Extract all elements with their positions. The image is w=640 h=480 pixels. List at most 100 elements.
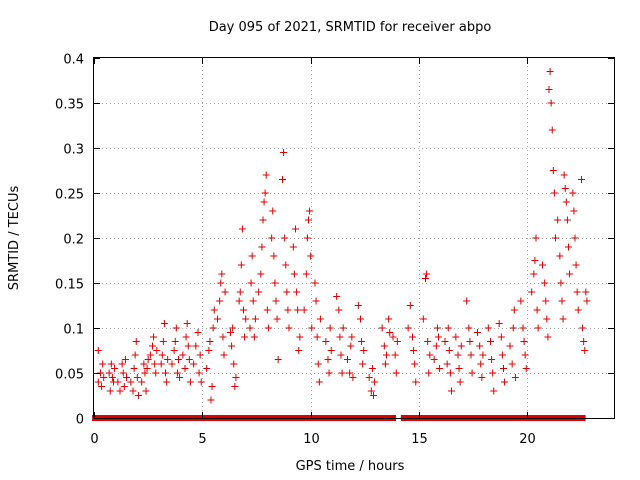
data-point xyxy=(412,378,420,386)
data-point xyxy=(457,342,465,350)
data-point xyxy=(316,315,324,323)
data-point xyxy=(566,270,574,278)
data-point xyxy=(280,149,288,156)
data-point xyxy=(185,356,193,363)
x-tick-label: 5 xyxy=(198,432,206,447)
data-point xyxy=(279,176,286,183)
data-point xyxy=(228,342,236,350)
data-point xyxy=(283,288,291,296)
data-point xyxy=(389,333,397,341)
data-point xyxy=(476,342,484,350)
data-point xyxy=(347,342,355,350)
data-point xyxy=(237,261,245,269)
data-point xyxy=(542,297,550,305)
data-point xyxy=(404,324,412,332)
data-point xyxy=(445,347,453,354)
data-point xyxy=(284,306,292,314)
data-point xyxy=(255,288,263,296)
data-point xyxy=(141,369,149,377)
data-point xyxy=(232,374,240,381)
data-point xyxy=(545,86,553,93)
data-point xyxy=(543,315,551,323)
data-point xyxy=(118,360,126,368)
data-point xyxy=(307,252,315,260)
data-point xyxy=(479,351,487,359)
data-point xyxy=(506,342,514,350)
data-point xyxy=(240,306,247,314)
x-tick-label: 20 xyxy=(519,432,536,447)
data-point xyxy=(157,360,165,368)
data-point xyxy=(271,279,279,287)
data-point xyxy=(556,252,564,260)
data-point xyxy=(410,347,418,354)
data-point xyxy=(259,216,267,224)
data-point xyxy=(146,351,154,359)
data-point xyxy=(548,126,556,134)
data-point xyxy=(183,320,191,327)
data-point xyxy=(207,396,215,404)
data-point xyxy=(282,261,290,269)
x-tick-label: 15 xyxy=(411,432,428,447)
data-point xyxy=(210,306,218,314)
data-point xyxy=(572,261,580,269)
data-point xyxy=(119,369,127,377)
data-point xyxy=(558,297,566,305)
grid xyxy=(94,58,614,418)
data-point xyxy=(305,216,312,224)
data-point xyxy=(562,198,570,206)
data-point xyxy=(116,387,124,395)
y-axis-title: SRMTID / TECUs xyxy=(7,186,22,291)
data-point xyxy=(216,297,224,305)
data-point xyxy=(302,270,310,278)
data-point xyxy=(560,171,568,179)
data-point xyxy=(559,315,567,323)
data-point xyxy=(144,356,152,363)
data-point xyxy=(219,333,227,341)
data-point xyxy=(281,234,289,242)
x-tick-label: 0 xyxy=(90,432,98,447)
data-point xyxy=(303,234,311,242)
data-point xyxy=(578,176,585,183)
data-point xyxy=(293,288,301,296)
data-point xyxy=(121,356,129,363)
data-point xyxy=(263,306,271,314)
data-point xyxy=(339,324,347,332)
data-point xyxy=(296,333,304,341)
data-point xyxy=(164,356,172,363)
data-point xyxy=(466,338,474,345)
data-point xyxy=(574,306,582,314)
data-point xyxy=(530,270,538,278)
data-point xyxy=(582,288,590,296)
data-point xyxy=(308,324,316,332)
data-point xyxy=(247,279,255,287)
data-point xyxy=(181,365,189,372)
data-point xyxy=(344,356,351,363)
chart-title: Day 095 of 2021, SRMTID for receiver abp… xyxy=(209,20,492,35)
data-point xyxy=(220,351,228,359)
data-point xyxy=(274,356,282,363)
data-point xyxy=(235,297,243,305)
data-point xyxy=(190,360,198,368)
x-tick-label: 10 xyxy=(303,432,320,447)
data-point xyxy=(552,234,559,242)
data-point xyxy=(338,369,346,377)
data-point xyxy=(365,374,373,381)
data-point xyxy=(242,315,250,323)
data-point xyxy=(325,369,333,377)
data-point xyxy=(336,333,344,341)
data-point xyxy=(500,365,507,372)
data-point xyxy=(250,333,258,341)
data-point xyxy=(196,351,204,359)
data-point xyxy=(357,315,364,323)
data-point xyxy=(522,365,530,372)
data-point xyxy=(249,297,257,305)
data-point xyxy=(289,243,297,251)
data-point xyxy=(455,365,463,372)
data-point xyxy=(581,347,589,354)
data-point xyxy=(333,293,341,300)
data-point xyxy=(179,351,187,359)
data-point xyxy=(107,360,115,368)
data-point xyxy=(236,288,244,296)
data-point xyxy=(94,378,102,386)
data-point xyxy=(441,338,449,345)
